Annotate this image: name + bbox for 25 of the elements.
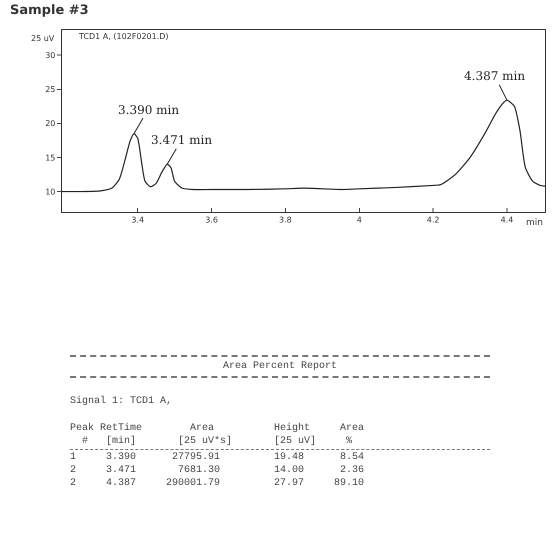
y-tick-label: 25 [45, 85, 56, 94]
y-tick-label: 15 [45, 153, 56, 162]
x-axis-title: min [526, 218, 543, 228]
x-tick-label: 4.4 [500, 216, 514, 225]
chart-title: Sample #3 [10, 3, 89, 18]
annotation: 4.387 min [464, 69, 526, 83]
annotation: 3.471 min [151, 133, 212, 147]
y-axis-title: 25 uV [31, 34, 55, 43]
chart-subtitle: TCD1 A, (102F0201.D) [78, 32, 169, 41]
x-tick-label: 4.2 [426, 216, 440, 225]
y-tick-label: 30 [45, 51, 56, 60]
x-tick-label: 3.6 [205, 216, 218, 225]
x-tick-label: 4 [356, 216, 362, 225]
text: 2 4.387 290001.79 27.97 89.10 [70, 478, 366, 489]
text: 2 3.471 7681.30 14.00 2.36 [70, 465, 366, 476]
x-tick-label: 3.4 [131, 216, 144, 225]
annotation: 3.390 min [118, 103, 180, 117]
text: 1 3.390 27795.91 19.48 8.54 [70, 452, 366, 463]
y-tick-label: 20 [45, 119, 56, 128]
text: Area Percent Report [70, 355, 490, 378]
y-tick-label: 10 [45, 187, 56, 196]
text: # [min] [25 uV*s] [25 uV] % [70, 436, 490, 450]
text: Signal 1: TCD1 A, [70, 396, 174, 407]
text: Peak RetTime Area Height Area [70, 423, 366, 434]
x-tick-label: 3.8 [279, 216, 292, 225]
